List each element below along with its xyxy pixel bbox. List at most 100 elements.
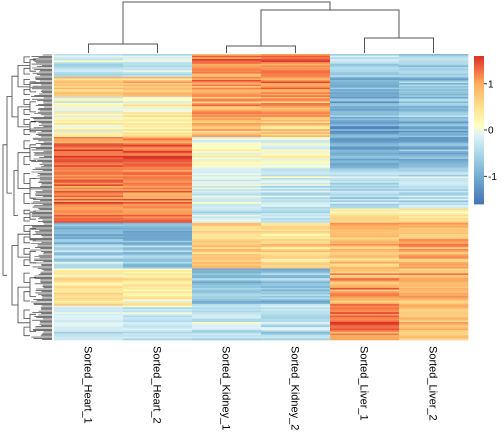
- colorbar-segment: [474, 85, 484, 89]
- heatmap-cell: [399, 129, 469, 132]
- heatmap-cell: [399, 270, 469, 273]
- heatmap-cell: [261, 57, 331, 60]
- heatmap-cell: [261, 331, 331, 334]
- colorbar-segment: [474, 90, 484, 94]
- column-label: Sorted_Kidney_2: [289, 346, 301, 430]
- heatmap-cell: [330, 152, 400, 155]
- heatmap-cell: [192, 55, 262, 58]
- heatmap-cell: [192, 95, 262, 98]
- heatmap-cell: [192, 336, 262, 339]
- heatmap-cell: [399, 257, 469, 259]
- heatmap-cell: [399, 181, 469, 184]
- heatmap-cell: [192, 90, 262, 93]
- heatmap-cell: [399, 304, 469, 306]
- heatmap-cell: [123, 330, 193, 333]
- heatmap-cell: [399, 75, 469, 78]
- heatmap-cell: [261, 136, 331, 139]
- heatmap-cell: [54, 195, 124, 198]
- heatmap-cell: [399, 171, 469, 174]
- dendrogram-branch: [29, 101, 36, 113]
- heatmap-cell: [54, 140, 124, 142]
- colorbar-segment: [474, 68, 484, 72]
- heatmap-cell: [261, 55, 331, 58]
- heatmap-cell: [123, 295, 193, 298]
- colorbar-tick-label: -1: [488, 172, 497, 183]
- heatmap-cell: [330, 248, 400, 251]
- heatmap-cell: [261, 235, 331, 238]
- heatmap-cell: [123, 325, 193, 328]
- heatmap-cell: [54, 192, 124, 195]
- heatmap-cell: [330, 326, 400, 329]
- heatmap-cell: [192, 176, 262, 179]
- heatmap-cell: [192, 289, 262, 292]
- heatmap-cell: [330, 170, 400, 172]
- heatmap-cell: [261, 294, 331, 297]
- heatmap-cell: [330, 333, 400, 336]
- heatmap-cell: [330, 162, 400, 164]
- heatmap-cell: [399, 260, 469, 263]
- heatmap-cell: [54, 310, 124, 313]
- heatmap-cell: [399, 232, 469, 235]
- heatmap-cell: [330, 237, 400, 240]
- heatmap-cell: [399, 70, 469, 73]
- heatmap-cell: [192, 184, 262, 187]
- heatmap-cell: [54, 81, 124, 84]
- heatmap-cell: [330, 83, 400, 85]
- heatmap-cell: [54, 173, 124, 176]
- heatmap-cell: [192, 331, 262, 334]
- dendrogram-branch: [23, 140, 30, 150]
- heatmap-cell: [123, 326, 193, 329]
- heatmap-cell: [123, 112, 193, 115]
- heatmap-cell: [261, 126, 331, 128]
- heatmap-cell: [123, 144, 193, 147]
- colorbar-segment: [474, 80, 484, 84]
- heatmap-cell: [123, 60, 193, 63]
- column-dendrogram: [88, 1, 434, 53]
- heatmap-cell: [399, 289, 469, 292]
- heatmap-cell: [54, 135, 124, 138]
- heatmap-cell: [399, 274, 469, 277]
- heatmap-cell: [123, 84, 193, 87]
- dendrogram-branch: [23, 67, 30, 75]
- heatmap-cell: [261, 106, 331, 108]
- heatmap-cell: [399, 135, 469, 138]
- heatmap-cell: [261, 260, 331, 263]
- heatmap-cell: [399, 58, 469, 61]
- heatmap-cell: [123, 124, 193, 127]
- heatmap-cell: [192, 130, 262, 133]
- heatmap-cell: [261, 305, 331, 308]
- heatmap-cell: [192, 189, 262, 192]
- heatmap-cell: [123, 279, 193, 282]
- heatmap-cell: [330, 146, 400, 149]
- heatmap-cell: [399, 307, 469, 310]
- heatmap-cell: [54, 222, 124, 225]
- column-label: Sorted_Liver_2: [427, 346, 439, 421]
- heatmap-cell: [330, 186, 400, 188]
- heatmap-cell: [123, 170, 193, 172]
- heatmap-cell: [261, 315, 331, 318]
- column-label: Sorted_Heart_2: [151, 346, 163, 424]
- heatmap-cell: [54, 118, 124, 121]
- heatmap-cell: [399, 92, 469, 95]
- heatmap-cell: [192, 325, 262, 328]
- colorbar-segment: [474, 112, 484, 116]
- dendrogram-branch: [29, 211, 36, 220]
- heatmap-cell: [330, 232, 400, 235]
- heatmap-cell: [54, 245, 124, 248]
- heatmap-cell: [123, 75, 193, 78]
- heatmap-cell: [123, 317, 193, 320]
- heatmap-cell: [330, 192, 400, 195]
- heatmap-cell: [261, 203, 331, 206]
- heatmap-cell: [330, 163, 400, 166]
- heatmap-cell: [330, 73, 400, 76]
- heatmap-cell: [54, 186, 124, 188]
- heatmap-cell: [261, 286, 331, 289]
- heatmap-cell: [54, 112, 124, 115]
- heatmap-cell: [192, 54, 262, 56]
- heatmap-cell: [261, 96, 331, 99]
- heatmap-cell: [192, 103, 262, 105]
- heatmap-cell: [123, 54, 193, 56]
- heatmap-cell: [330, 205, 400, 208]
- heatmap-cell: [54, 243, 124, 246]
- heatmap-cell: [54, 291, 124, 294]
